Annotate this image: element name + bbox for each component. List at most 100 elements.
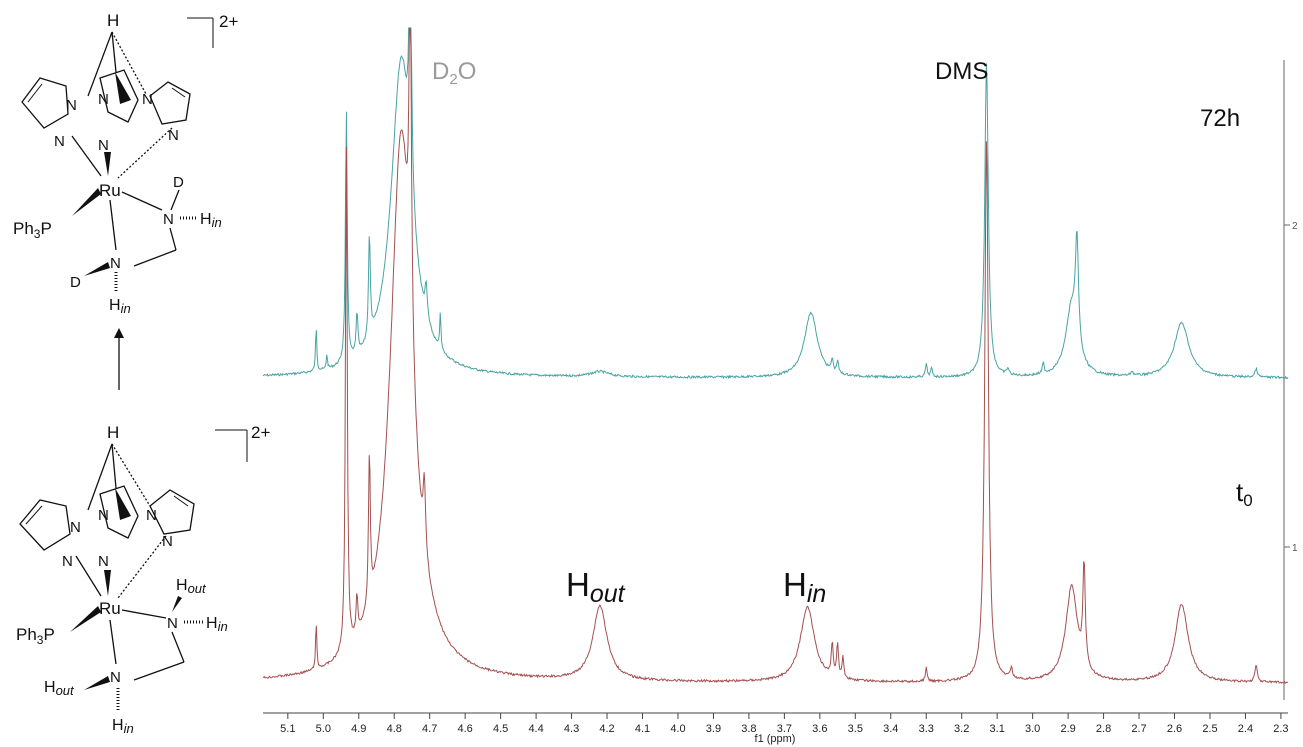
- apical-h-label: H: [107, 423, 119, 442]
- x-tick-label: 3.0: [1025, 723, 1040, 735]
- x-tick-label: 2.9: [1060, 723, 1075, 735]
- annotation-h-in-sub: in: [807, 580, 826, 608]
- n-ru-bond-hashed: [117, 127, 173, 179]
- series-label-t0-main: t: [1236, 477, 1244, 507]
- annotation-d2o-sub: 2: [449, 71, 457, 88]
- deuterium-label: D: [70, 274, 81, 291]
- pyrazole-ring-right: [149, 489, 195, 535]
- annotation-h-out-h: H: [566, 566, 590, 603]
- series-label-72h: 72h: [1200, 105, 1240, 132]
- x-tick-label: 4.3: [564, 723, 579, 735]
- pyrazole-ring-center: [99, 69, 139, 123]
- p-ru-wedge: [72, 188, 101, 216]
- n-label: N: [98, 137, 109, 154]
- n-ru-bond: [75, 555, 102, 597]
- x-tick-label: 4.8: [387, 723, 402, 735]
- x-tick-label: 3.5: [848, 723, 863, 735]
- series-line-t0: [262, 27, 1289, 684]
- h-in-label: Hin: [109, 297, 131, 316]
- x-tick-label: 2.3: [1273, 723, 1288, 735]
- pyrazole-ring-right: [149, 81, 191, 125]
- h-out-label: Hout: [44, 679, 75, 698]
- n-hout-wedge: [172, 596, 182, 612]
- n-label: N: [168, 127, 179, 144]
- bold-wedge-center: [115, 488, 131, 520]
- x-tick-label: 3.8: [741, 723, 756, 735]
- metal-label: Ru: [99, 181, 121, 200]
- n-d-wedge: [84, 262, 110, 276]
- x-tick-label: 4.7: [422, 723, 437, 735]
- x-tick-label: 5.1: [280, 723, 295, 735]
- x-tick-label: 3.4: [883, 723, 898, 735]
- h-in-label: Hin: [200, 211, 222, 230]
- bridge-bond: [111, 443, 117, 489]
- right-axis-label-1: 1: [1292, 543, 1298, 554]
- x-tick-label: 3.7: [777, 723, 792, 735]
- complex-bottom: H 2+ N N N N N N Ru Ph3P N Hout Hin N: [16, 423, 270, 736]
- ru-n-bond: [109, 619, 117, 665]
- n-ru-bond: [71, 135, 102, 177]
- x-tick-label: 4.9: [351, 723, 366, 735]
- x-axis-label: f1 (ppm): [755, 733, 796, 745]
- x-tick-label: 4.1: [635, 723, 650, 735]
- pyrazole-right-double: [171, 87, 186, 98]
- x-tick-label: 3.2: [954, 723, 969, 735]
- annotation-h-out: Hout: [566, 566, 626, 608]
- bridge-bond: [111, 31, 117, 73]
- metal-label: Ru: [99, 599, 121, 618]
- x-tick-label: 3.6: [812, 723, 827, 735]
- complex-top: H 2+ N N N N N N Ru Ph3P N D: [13, 11, 238, 316]
- n-label: N: [162, 533, 173, 550]
- x-tick-label: 4.0: [670, 723, 685, 735]
- bridge-bond: [87, 443, 113, 511]
- deuterium-label: D: [173, 174, 184, 191]
- n-label: N: [146, 507, 157, 524]
- n-label: N: [110, 669, 121, 686]
- ethylene-bond: [171, 631, 185, 663]
- h-in-label: Hin: [206, 615, 228, 634]
- charge-label: 2+: [219, 12, 238, 31]
- annotation-d2o-d: D: [432, 58, 449, 85]
- ethylene-bond: [133, 661, 185, 681]
- n-label: N: [66, 97, 77, 114]
- annotation-h-out-sub: out: [590, 580, 626, 608]
- n-ru-wedge: [104, 570, 111, 596]
- x-tick-label: 4.6: [458, 723, 473, 735]
- reaction-scheme: H 2+ N N N N N N Ru Ph3P N D: [13, 11, 270, 736]
- charge-label: 2+: [251, 423, 270, 442]
- apical-h-label: H: [107, 11, 119, 30]
- x-tick-label: 5.0: [316, 723, 331, 735]
- annotation-d2o: D2O: [432, 58, 476, 88]
- n-ru-wedge: [104, 152, 111, 176]
- n-label: N: [110, 255, 121, 272]
- x-tick-label: 3.3: [919, 723, 934, 735]
- n-label: N: [98, 553, 109, 570]
- pyrazole-ring-left: [21, 77, 69, 129]
- x-tick-label: 2.6: [1167, 723, 1182, 735]
- n-label: N: [142, 91, 153, 108]
- annotation-d2o-o: O: [458, 58, 477, 85]
- series-line-72h: [262, 27, 1289, 380]
- ru-n-bond: [121, 191, 163, 211]
- n-label: N: [163, 211, 174, 228]
- x-tick-label: 4.4: [528, 723, 543, 735]
- x-tick-label: 3.1: [990, 723, 1005, 735]
- n-label: N: [98, 91, 109, 108]
- x-tick-label: 2.7: [1131, 723, 1146, 735]
- right-axis-label-2: 2: [1292, 221, 1298, 232]
- n-label: N: [70, 519, 81, 536]
- n-label: N: [167, 615, 178, 632]
- ru-n-bond: [121, 609, 167, 619]
- pyrazole-left-double: [27, 83, 43, 103]
- p-ru-wedge: [70, 606, 101, 632]
- n-label: N: [98, 507, 109, 524]
- ethylene-bond: [133, 249, 177, 267]
- ru-n-bond: [109, 199, 117, 251]
- h-out-label: Hout: [176, 577, 207, 596]
- phosphine-label: Ph3P: [13, 219, 52, 241]
- bridge-bond: [87, 31, 113, 97]
- phosphine-label: Ph3P: [16, 625, 55, 647]
- n-d-bond: [170, 189, 180, 211]
- ethylene-bond: [169, 227, 177, 251]
